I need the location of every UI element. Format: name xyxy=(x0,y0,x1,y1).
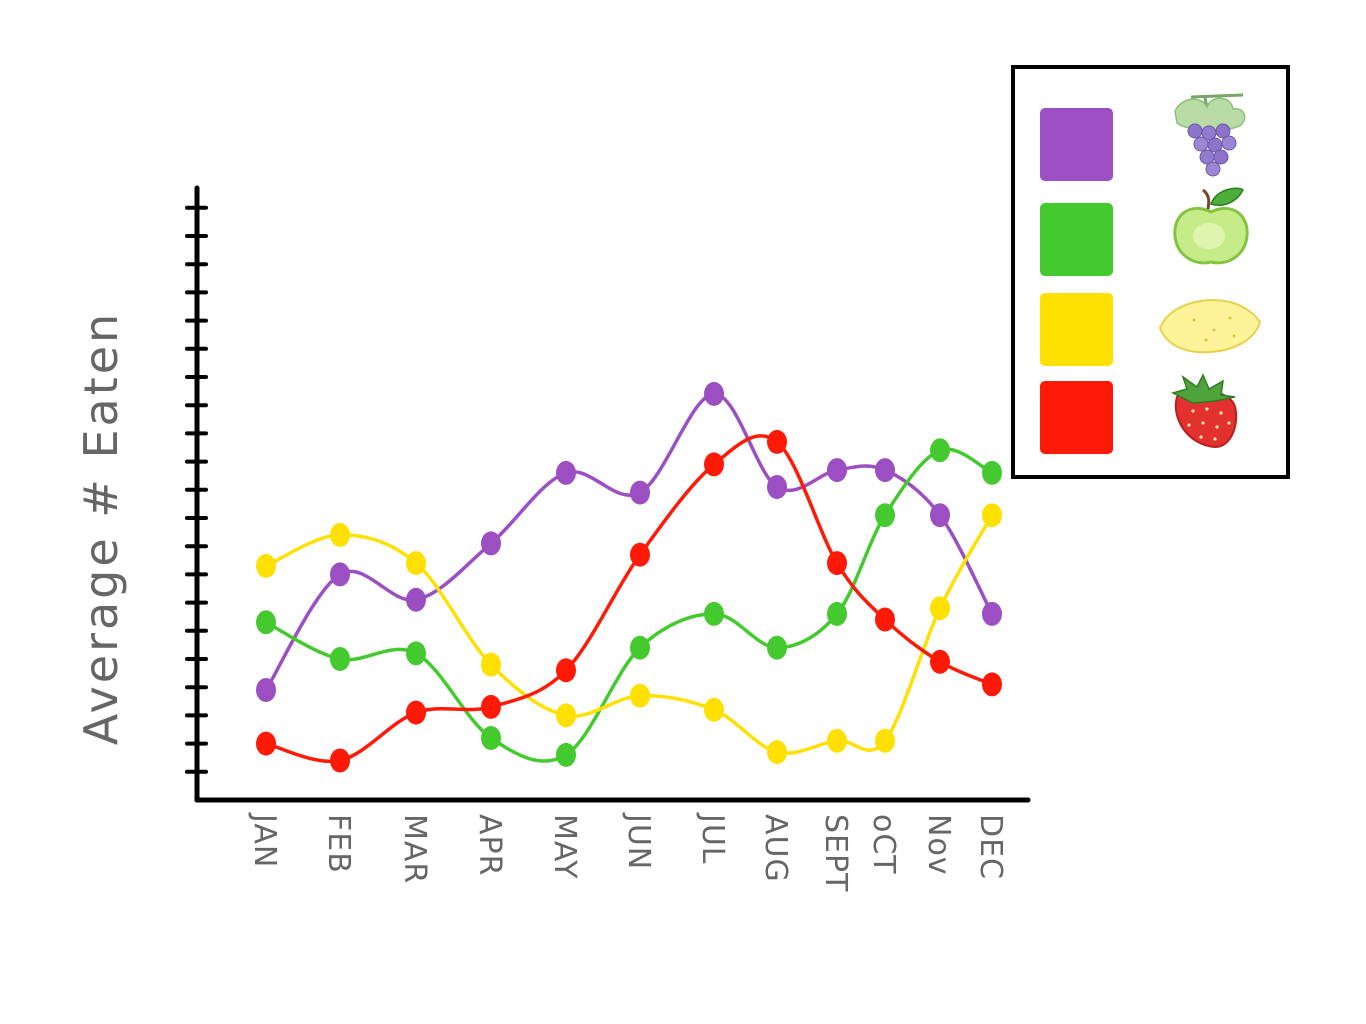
data-point xyxy=(481,652,501,677)
legend-swatches xyxy=(1040,108,1113,454)
data-point xyxy=(330,562,350,587)
series-line xyxy=(264,434,994,764)
data-point xyxy=(704,601,724,626)
data-point xyxy=(704,381,724,406)
x-tick-label: MAY xyxy=(547,814,582,879)
y-axis-label: Average # Eaten xyxy=(74,311,128,745)
data-point xyxy=(767,740,787,765)
series-layer xyxy=(256,381,1002,773)
data-point xyxy=(827,601,847,626)
data-point xyxy=(556,658,576,683)
data-point xyxy=(406,700,426,725)
strawberry-icon xyxy=(1170,373,1238,449)
legend-swatch xyxy=(1040,293,1113,366)
data-point xyxy=(556,460,576,485)
series-lemon xyxy=(256,503,1002,765)
legend-swatch xyxy=(1040,203,1113,276)
data-point xyxy=(481,726,501,750)
data-point xyxy=(982,672,1002,697)
data-point xyxy=(406,587,426,612)
data-point xyxy=(875,458,895,483)
data-point xyxy=(827,458,847,483)
data-point xyxy=(767,635,787,660)
x-tick-label: DEC xyxy=(973,814,1008,880)
series-apple xyxy=(256,438,1002,767)
grapes-icon xyxy=(1174,93,1246,177)
apple-icon xyxy=(1173,187,1249,265)
x-tick-label: JUL xyxy=(695,812,730,865)
data-point xyxy=(875,607,895,632)
x-tick-label: JUN xyxy=(621,812,656,870)
data-point xyxy=(930,649,950,674)
data-point xyxy=(256,731,276,756)
data-point xyxy=(930,596,950,621)
data-point xyxy=(630,683,650,708)
x-tick-label: JAN xyxy=(247,812,282,868)
data-point xyxy=(406,641,426,666)
data-point xyxy=(256,553,276,578)
data-point xyxy=(256,678,276,702)
x-tick-labels: JAN FEB MAR APR MAY JUN JUL AUG SEPT oCT Nov DEC xyxy=(247,812,1008,892)
data-point xyxy=(630,542,650,567)
x-tick-label: APR xyxy=(472,814,507,876)
data-point xyxy=(406,551,426,576)
data-point xyxy=(630,635,650,660)
data-point xyxy=(930,438,950,463)
lemon-icon xyxy=(1158,299,1262,354)
legend-swatch xyxy=(1040,108,1113,181)
data-point xyxy=(930,503,950,528)
data-point xyxy=(982,601,1002,626)
x-tick-label: AUG xyxy=(758,814,793,883)
data-point xyxy=(330,647,350,671)
data-point xyxy=(330,748,350,773)
data-point xyxy=(481,531,501,556)
x-tick-label: oCT xyxy=(866,814,901,875)
series-strawberry xyxy=(256,429,1002,773)
x-tick-label: SEPT xyxy=(818,814,853,892)
series-line xyxy=(264,513,994,755)
data-point xyxy=(982,460,1002,485)
series-line xyxy=(264,392,994,692)
data-point xyxy=(827,551,847,576)
data-point xyxy=(556,703,576,728)
data-point xyxy=(982,503,1002,528)
data-point xyxy=(256,610,276,635)
series-grapes xyxy=(256,381,1002,702)
x-tick-label: Nov xyxy=(921,814,956,876)
data-point xyxy=(875,503,895,528)
legend-swatch xyxy=(1040,381,1113,454)
data-point xyxy=(767,429,787,454)
data-point xyxy=(704,452,724,477)
legend xyxy=(1011,65,1290,479)
data-point xyxy=(481,694,501,719)
data-point xyxy=(704,697,724,722)
data-point xyxy=(767,475,787,499)
data-point xyxy=(875,728,895,753)
data-point xyxy=(827,728,847,753)
x-tick-label: FEB xyxy=(321,814,356,874)
data-point xyxy=(630,480,650,505)
data-point xyxy=(556,742,576,767)
y-ticks xyxy=(185,205,208,774)
x-tick-label: MAR xyxy=(397,814,432,884)
data-point xyxy=(330,522,350,547)
